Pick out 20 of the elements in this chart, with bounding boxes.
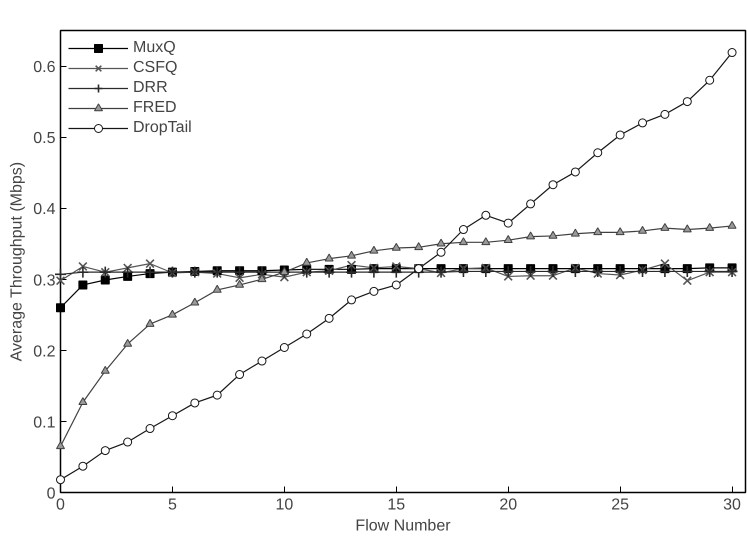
y-tick-label: 0.2 [33,343,56,360]
y-tick-label: 0.3 [33,272,56,290]
legend-label: DRR [133,79,168,97]
legend-label: MuxQ [133,39,176,57]
legend-label: CSFQ [133,59,178,77]
y-tick-label: 0.4 [33,201,56,218]
y-axis-title: Average Throughput (Mbps) [8,162,26,362]
x-tick-label: 20 [499,496,518,514]
y-tick-label: 0.1 [33,414,56,432]
y-tick-label: 0.5 [33,130,56,148]
legend-label: DropTail [133,119,192,137]
x-axis-title: Flow Number [355,518,452,534]
x-tick-label: 15 [387,496,406,514]
x-tick-label: 5 [168,496,177,514]
y-tick-label: 0.6 [33,59,56,76]
x-tick-label: 10 [275,496,294,514]
legend-label: FRED [133,99,177,117]
y-tick-label: 0 [46,486,56,502]
x-tick-label: 25 [611,496,630,514]
x-tick-label: 30 [723,496,742,514]
